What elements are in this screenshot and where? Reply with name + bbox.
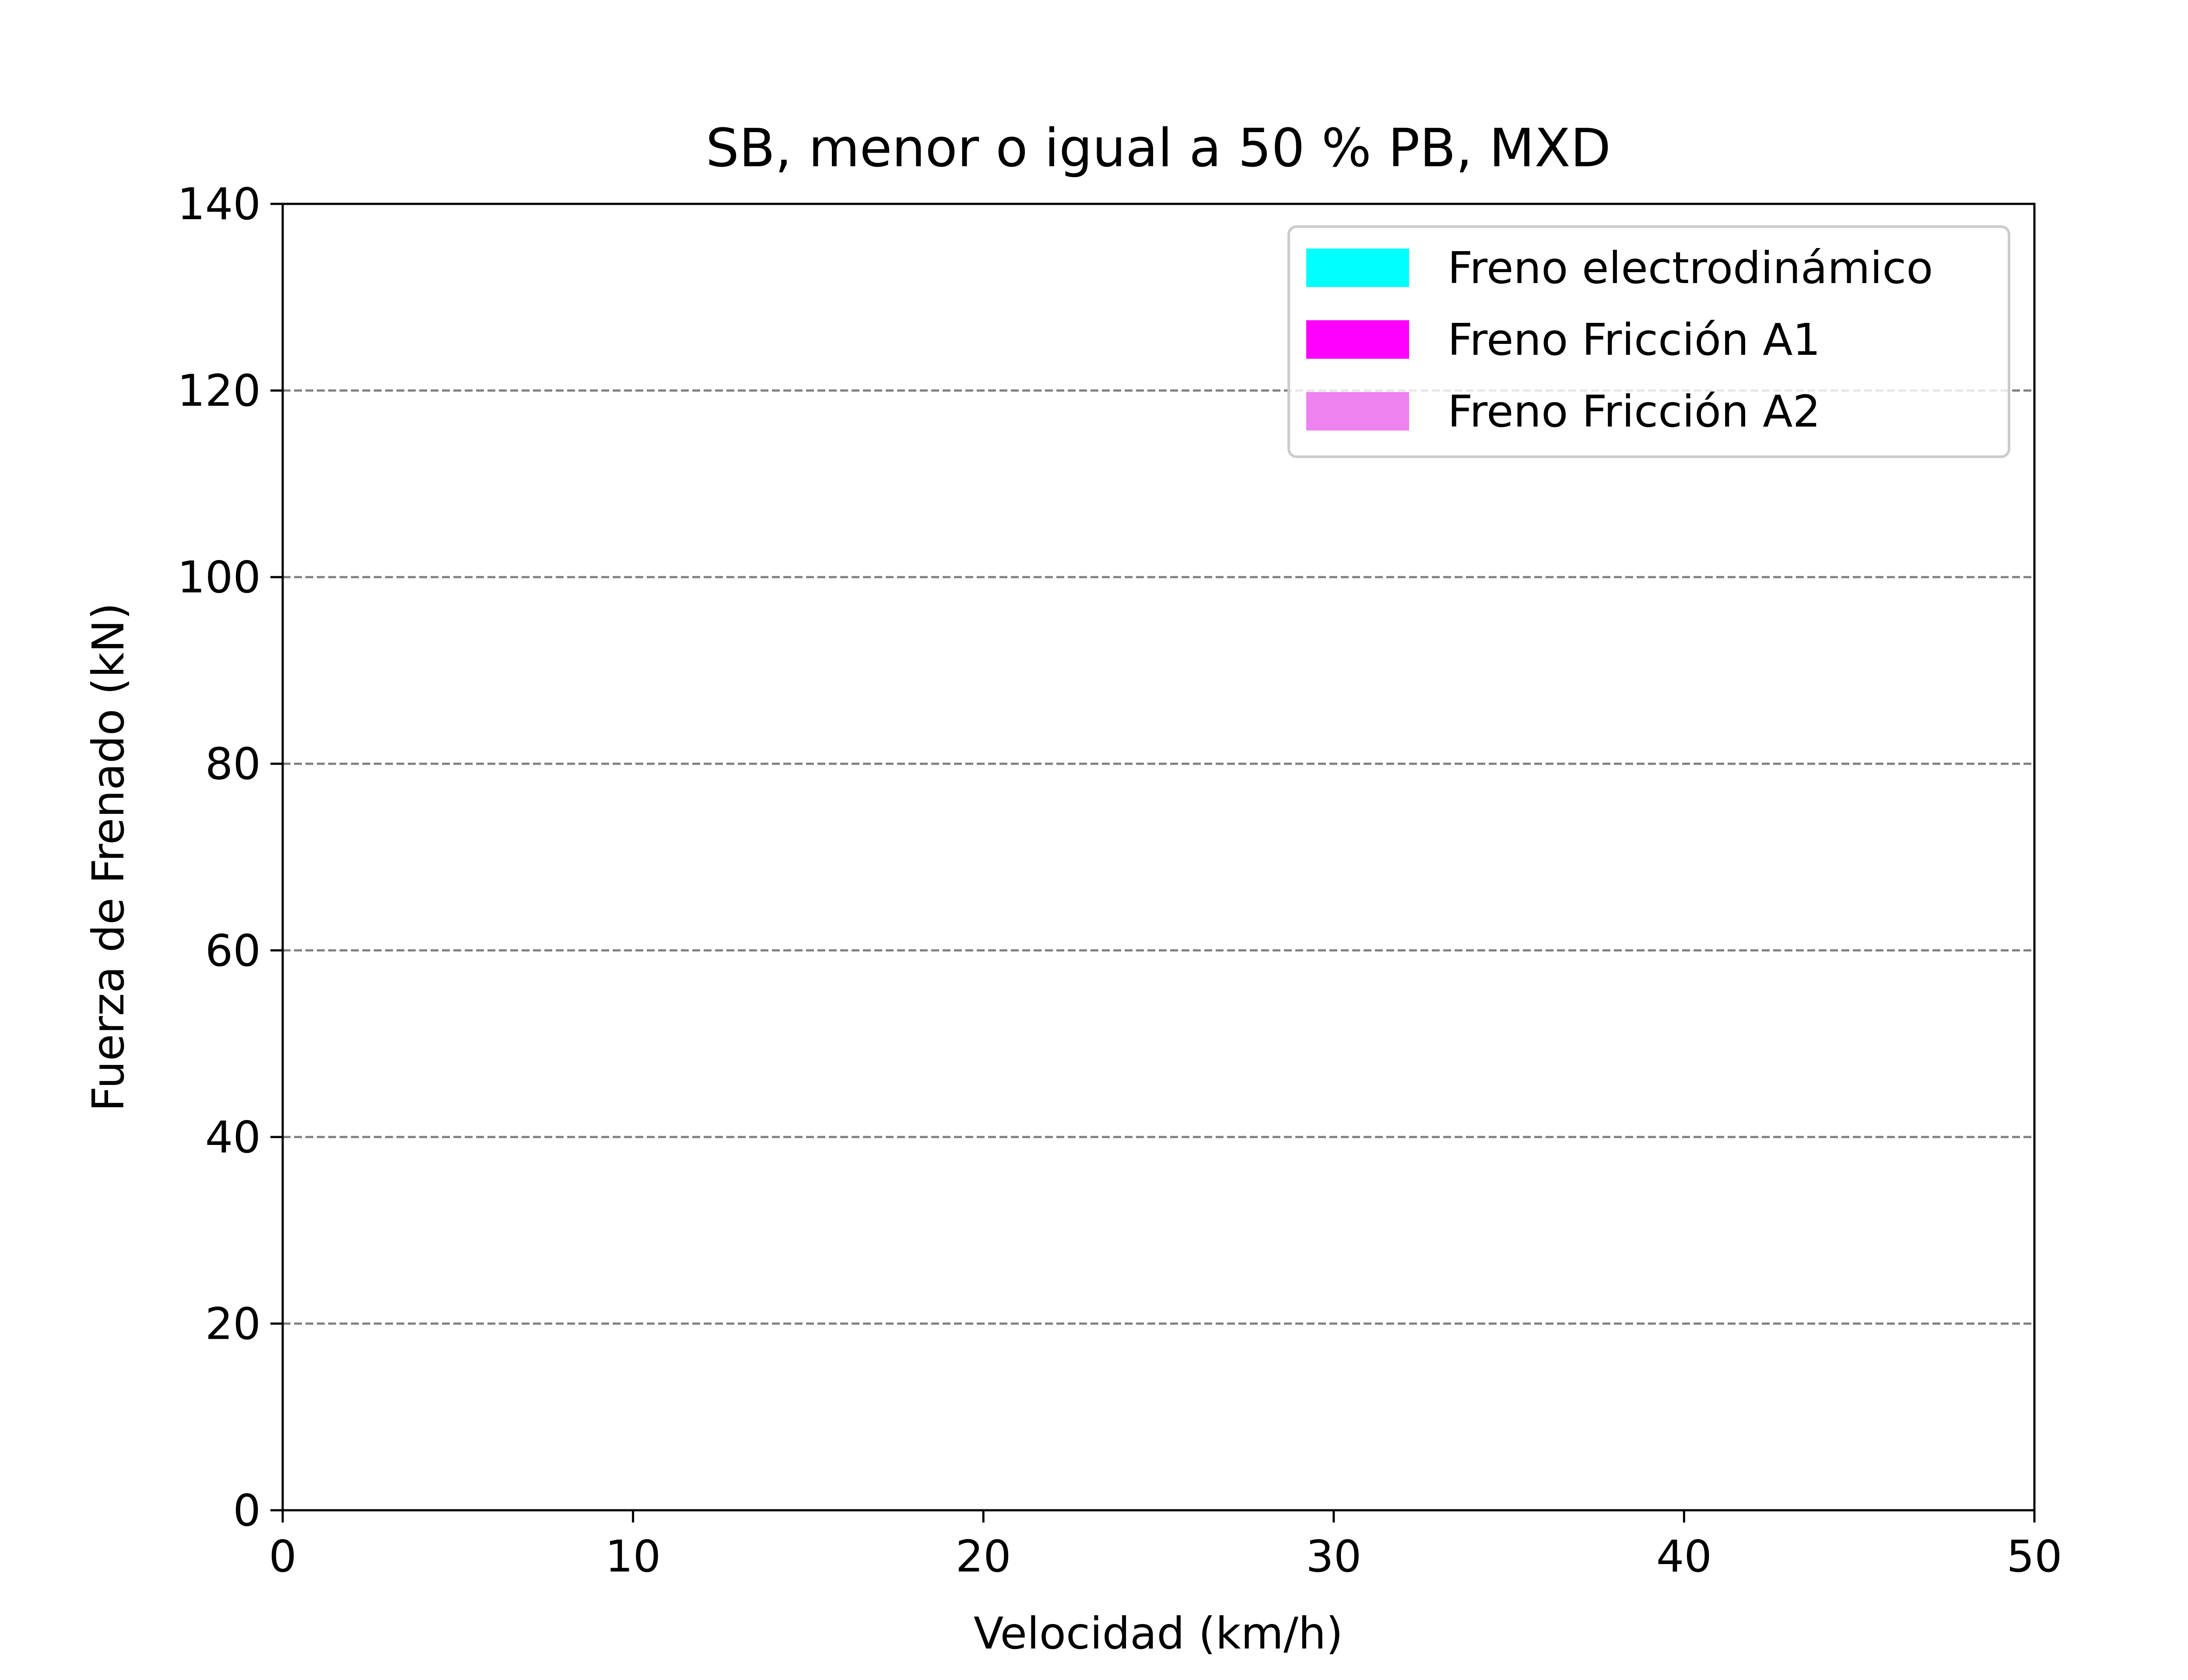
y-axis-label: Fuerza de Frenado (kN): [83, 603, 134, 1112]
y-tick-label: 60: [205, 925, 261, 976]
y-tick-label: 120: [177, 365, 261, 416]
x-tick-label: 40: [1656, 1531, 1712, 1582]
legend-swatch: [1306, 248, 1409, 287]
chart-title: SB, menor o igual a 50 % PB, MXD: [706, 118, 1611, 179]
x-tick-label: 20: [956, 1531, 1011, 1582]
x-tick-label: 50: [2006, 1531, 2062, 1582]
legend-label: Freno electrodinámico: [1448, 242, 1933, 294]
x-axis-label: Velocidad (km/h): [974, 1608, 1343, 1659]
legend-swatch: [1306, 320, 1409, 359]
y-tick-label: 140: [177, 178, 261, 230]
x-tick-label: 10: [605, 1531, 661, 1582]
legend-label: Freno Fricción A1: [1448, 314, 1820, 365]
legend: Freno electrodinámico Freno Fricción A1 Fr…: [1287, 225, 2010, 458]
legend-swatch: [1306, 392, 1409, 430]
y-tick-label: 100: [177, 552, 261, 603]
y-tick-label: 80: [205, 738, 261, 790]
y-axis: 0 20 40 60 80 100 120 140: [177, 178, 283, 1536]
x-axis: 0 10 20 30 40 50: [269, 1510, 2062, 1582]
legend-frame: [1287, 225, 2010, 458]
x-tick-label: 0: [269, 1531, 297, 1582]
y-tick-label: 0: [233, 1485, 261, 1536]
y-tick-label: 40: [205, 1112, 261, 1163]
x-tick-label: 30: [1306, 1531, 1361, 1582]
legend-label: Freno Fricción A2: [1448, 386, 1820, 437]
y-tick-label: 20: [205, 1298, 261, 1349]
plot-frame: [281, 203, 2036, 1512]
